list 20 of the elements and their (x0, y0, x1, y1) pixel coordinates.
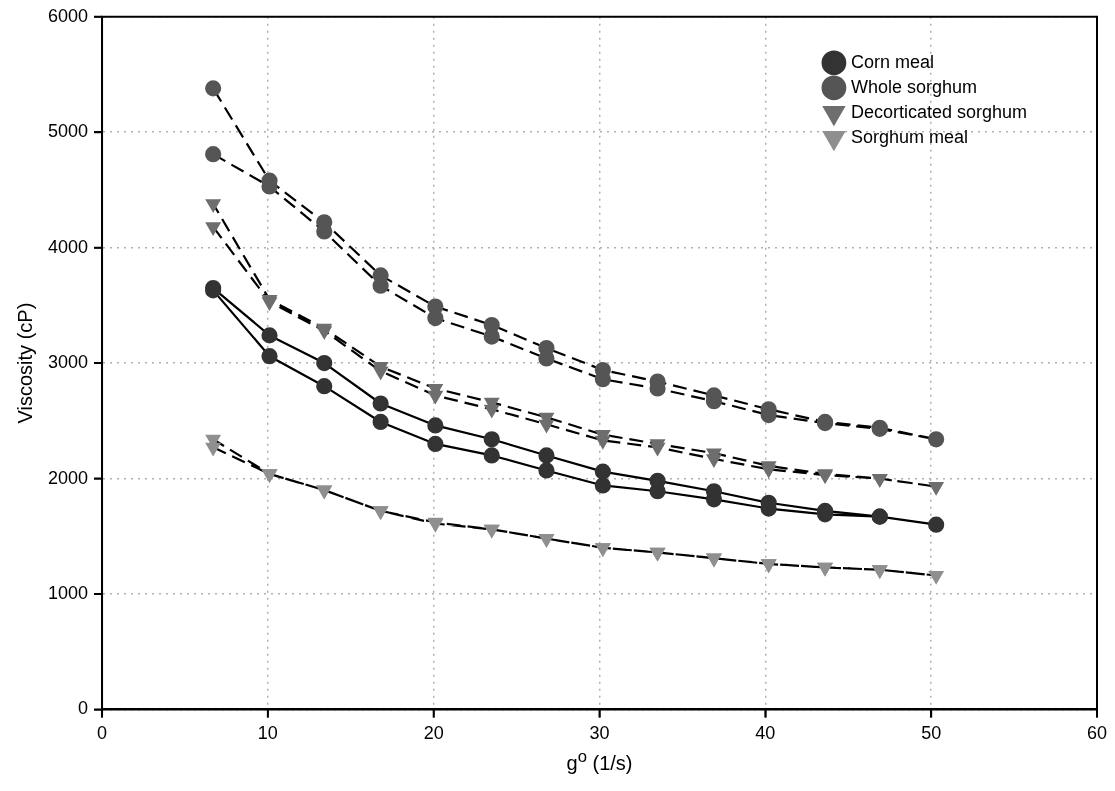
legend-label: Sorghum meal (850, 126, 968, 147)
y-tick-label: 5000 (48, 121, 89, 142)
x-tick-label: 10 (257, 723, 278, 744)
y-tick-label: 2000 (48, 467, 89, 488)
x-tick-label: 50 (921, 723, 942, 744)
y-axis-title: Viscosity (cP) (13, 302, 36, 424)
x-tick-label: 30 (589, 723, 610, 744)
legend-label: Corn meal (850, 51, 934, 72)
y-tick-label: 3000 (48, 352, 89, 373)
legend-label: Whole sorghum (850, 76, 977, 97)
y-tick-label: 4000 (48, 236, 89, 257)
x-tick-label: 20 (423, 723, 444, 744)
y-tick-label: 1000 (48, 582, 89, 603)
x-tick-label: 40 (755, 723, 776, 744)
y-tick-label: 0 (78, 698, 89, 719)
x-tick-label: 60 (1086, 723, 1108, 744)
legend-label: Decorticated sorghum (850, 101, 1028, 122)
x-tick-label: 0 (97, 723, 108, 744)
y-tick-label: 6000 (48, 5, 89, 26)
x-axis-title: g$^{o}$ (1/s) (566, 747, 633, 776)
